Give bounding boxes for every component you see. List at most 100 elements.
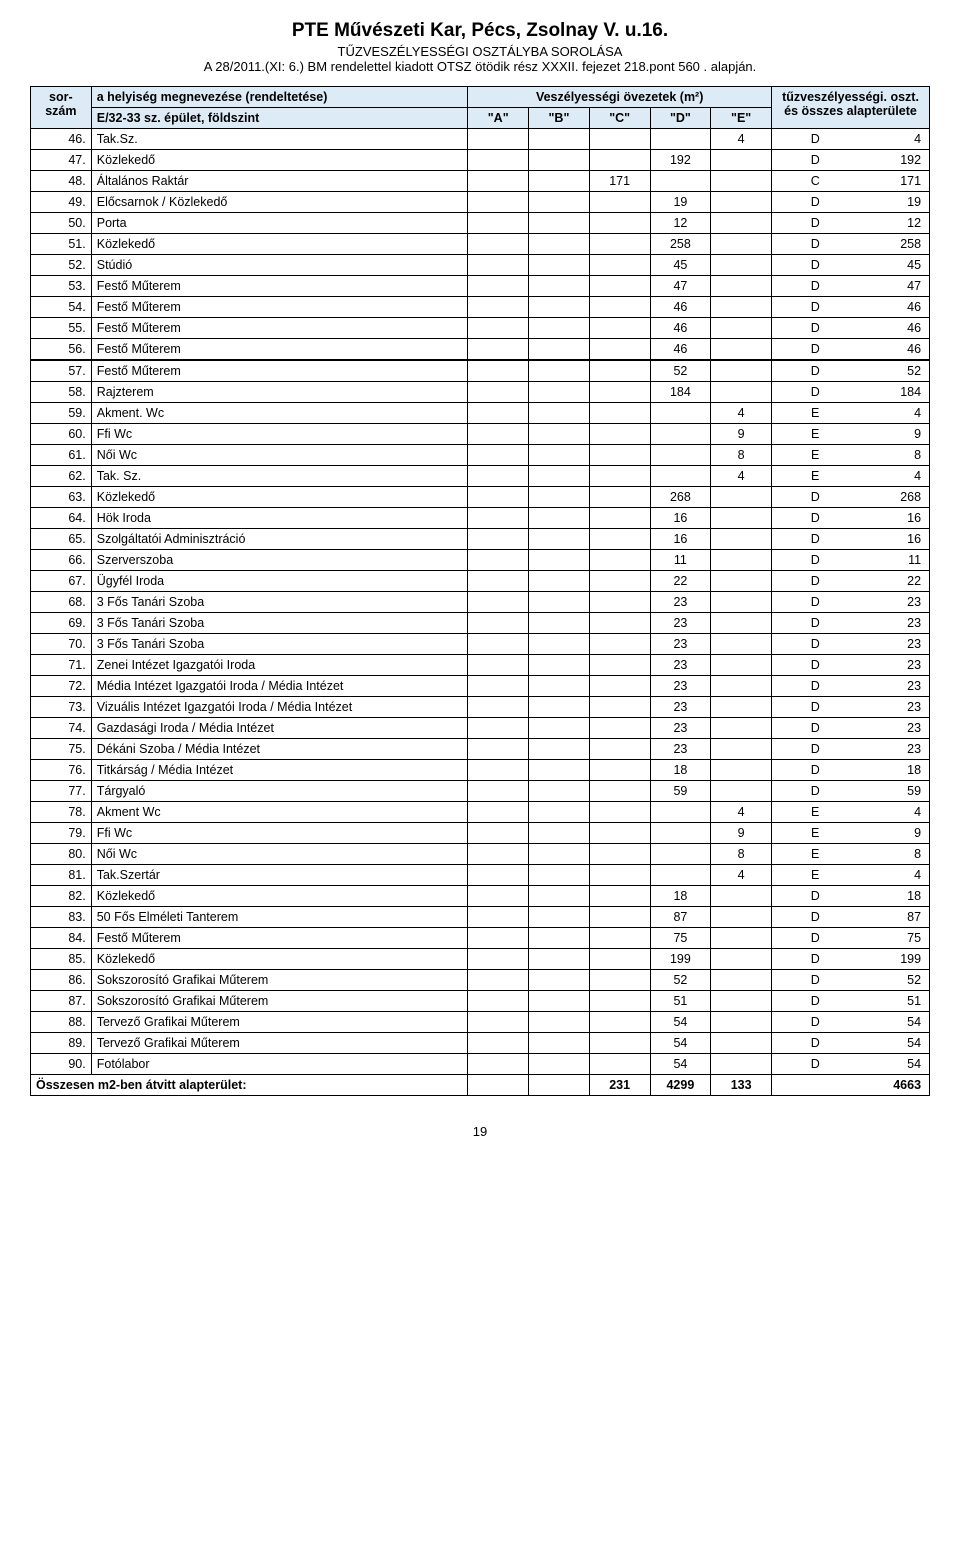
cell-zone-c [589,318,650,339]
th-zone-c: "C" [589,108,650,129]
cell-zone-c: 171 [589,171,650,192]
cell-class: D258 [772,234,930,255]
cell-total-e: 133 [711,1075,772,1096]
cell-zone-c [589,382,650,403]
cell-zone-e [711,991,772,1012]
cell-sorszam: 77. [31,781,92,802]
cell-sorszam: 56. [31,339,92,361]
cell-zone-e [711,297,772,318]
cell-name: Előcsarnok / Közlekedő [91,192,468,213]
cell-zone-e [711,1054,772,1075]
cell-name: Ügyfél Iroda [91,571,468,592]
cell-zone-c [589,234,650,255]
cell-zone-c [589,571,650,592]
cell-sorszam: 49. [31,192,92,213]
table-row: 90.Fotólabor54D54 [31,1054,930,1075]
cell-zone-a [468,318,529,339]
cell-name: Festő Műterem [91,928,468,949]
cell-zone-b [529,1012,590,1033]
cell-name: Közlekedő [91,234,468,255]
cell-zone-b [529,823,590,844]
cell-sorszam: 46. [31,129,92,150]
table-row: 87.Sokszorosító Grafikai Műterem51D51 [31,991,930,1012]
cell-zone-c [589,360,650,382]
cell-class: D54 [772,1054,930,1075]
table-head: sor-szám a helyiség megnevezése (rendelt… [31,87,930,129]
cell-zone-a [468,1054,529,1075]
cell-zone-a [468,802,529,823]
table-row: 64.Hök Iroda16D16 [31,508,930,529]
cell-zone-b [529,907,590,928]
cell-zone-c [589,760,650,781]
page-subtitle-1: TŰZVESZÉLYESSÉGI OSZTÁLYBA SOROLÁSA [30,44,930,59]
cell-zone-b [529,129,590,150]
cell-zone-d: 11 [650,550,711,571]
cell-class: D52 [772,970,930,991]
cell-zone-e [711,550,772,571]
cell-zone-a [468,571,529,592]
cell-zone-c [589,1054,650,1075]
cell-name: Festő Műterem [91,318,468,339]
cell-class: D51 [772,991,930,1012]
cell-zone-e [711,781,772,802]
fire-class-table: sor-szám a helyiség megnevezése (rendelt… [30,86,930,1096]
cell-zone-b [529,297,590,318]
cell-zone-e [711,255,772,276]
cell-zone-d: 18 [650,886,711,907]
cell-zone-d: 47 [650,276,711,297]
cell-sorszam: 80. [31,844,92,865]
cell-zone-c [589,192,650,213]
table-row: 70.3 Fős Tanári Szoba23D23 [31,634,930,655]
cell-zone-d: 23 [650,592,711,613]
cell-zone-d: 54 [650,1033,711,1054]
cell-zone-c [589,150,650,171]
cell-zone-e: 9 [711,823,772,844]
cell-class: D192 [772,150,930,171]
cell-zone-c [589,970,650,991]
th-zone-b: "B" [529,108,590,129]
cell-zone-b [529,360,590,382]
cell-sorszam: 57. [31,360,92,382]
page-subtitle-2: A 28/2011.(XI: 6.) BM rendelettel kiadot… [30,59,930,74]
table-row: 82.Közlekedő18D18 [31,886,930,907]
cell-sorszam: 67. [31,571,92,592]
cell-zone-e [711,276,772,297]
cell-total-d: 4299 [650,1075,711,1096]
table-row: 56.Festő Műterem46D46 [31,339,930,361]
cell-class: D11 [772,550,930,571]
cell-name: Ffi Wc [91,823,468,844]
cell-zone-a [468,613,529,634]
cell-zone-e: 4 [711,403,772,424]
cell-name: Vizuális Intézet Igazgatói Iroda / Média… [91,697,468,718]
table-row: 52.Stúdió45D45 [31,255,930,276]
cell-class: D23 [772,592,930,613]
cell-zone-d: 23 [650,613,711,634]
cell-name: Zenei Intézet Igazgatói Iroda [91,655,468,676]
cell-zone-d [650,171,711,192]
cell-zone-d: 192 [650,150,711,171]
cell-zone-e: 4 [711,802,772,823]
cell-zone-a [468,1033,529,1054]
cell-zone-d: 46 [650,339,711,361]
cell-sorszam: 47. [31,150,92,171]
cell-zone-c [589,529,650,550]
cell-sorszam: 85. [31,949,92,970]
cell-class: C171 [772,171,930,192]
cell-zone-c [589,424,650,445]
cell-zone-a [468,1012,529,1033]
cell-name: Tak.Sz. [91,129,468,150]
table-total-row: Összesen m2-ben átvitt alapterület:23142… [31,1075,930,1096]
cell-zone-c [589,255,650,276]
table-row: 47.Közlekedő192D192 [31,150,930,171]
cell-zone-a [468,970,529,991]
cell-class: D47 [772,276,930,297]
cell-zone-a [468,466,529,487]
cell-zone-d: 184 [650,382,711,403]
table-row: 61.Női Wc8E8 [31,445,930,466]
cell-zone-a [468,150,529,171]
cell-sorszam: 62. [31,466,92,487]
cell-zone-b [529,571,590,592]
cell-zone-d: 59 [650,781,711,802]
cell-name: Tak.Szertár [91,865,468,886]
cell-zone-e [711,339,772,361]
